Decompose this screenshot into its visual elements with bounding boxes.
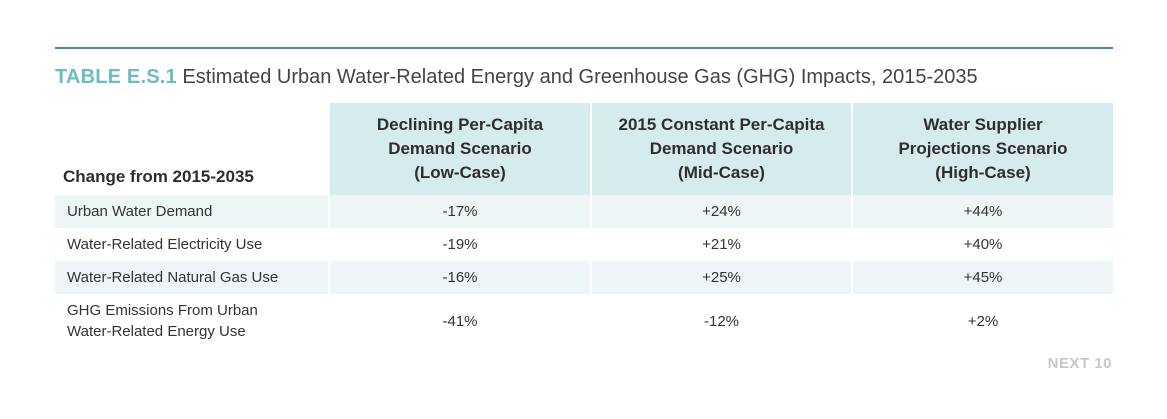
corner-header: Change from 2015-2035 (55, 103, 329, 195)
header-line: Demand Scenario (388, 139, 532, 158)
table-row: Water-Related Electricity Use -19% +21% … (55, 228, 1113, 261)
cell-mid-case: +25% (590, 261, 852, 294)
table-title-text: Estimated Urban Water-Related Energy and… (182, 66, 978, 88)
header-line: Demand Scenario (649, 139, 794, 158)
column-header-low-case: Declining Per-Capita Demand Scenario (Lo… (328, 103, 591, 195)
header-line: (Mid-Case) (678, 163, 765, 182)
row-label: Urban Water Demand (55, 195, 329, 228)
row-label-line: Water-Related Energy Use (67, 323, 246, 340)
header-line: 2015 Constant Per-Capita (618, 115, 825, 134)
column-header-mid-case: 2015 Constant Per-Capita Demand Scenario… (590, 103, 852, 195)
cell-mid-case: +21% (590, 228, 852, 261)
cell-high-case: +2% (851, 294, 1113, 348)
cell-low-case: -16% (328, 261, 591, 294)
table-row: Water-Related Natural Gas Use -16% +25% … (55, 261, 1113, 294)
row-label: GHG Emissions From Urban Water-Related E… (55, 294, 329, 348)
table-label: TABLE E.S.1 (55, 66, 177, 88)
cell-high-case: +44% (851, 195, 1113, 228)
row-label-line: GHG Emissions From Urban (67, 302, 258, 319)
header-line: (Low-Case) (414, 163, 506, 182)
row-label: Water-Related Electricity Use (55, 228, 329, 261)
header-row: Change from 2015-2035 Declining Per-Capi… (55, 103, 1113, 195)
table-row: GHG Emissions From Urban Water-Related E… (55, 294, 1113, 348)
header-line: (High-Case) (935, 163, 1031, 182)
cell-low-case: -17% (328, 195, 591, 228)
table-title: TABLE E.S.1 Estimated Urban Water-Relate… (55, 64, 978, 90)
source-credit: NEXT 10 (1047, 355, 1112, 372)
column-header-high-case: Water Supplier Projections Scenario (Hig… (851, 103, 1113, 195)
top-rule (55, 47, 1113, 49)
header-line: Projections Scenario (898, 139, 1068, 158)
header-line: Declining Per-Capita (376, 115, 544, 134)
cell-low-case: -19% (328, 228, 591, 261)
cell-high-case: +40% (851, 228, 1113, 261)
cell-high-case: +45% (851, 261, 1113, 294)
cell-low-case: -41% (328, 294, 591, 348)
impact-table: Change from 2015-2035 Declining Per-Capi… (55, 103, 1113, 348)
header-line: Water Supplier (923, 115, 1043, 134)
cell-mid-case: -12% (590, 294, 852, 348)
cell-mid-case: +24% (590, 195, 852, 228)
row-label: Water-Related Natural Gas Use (55, 261, 329, 294)
table-row: Urban Water Demand -17% +24% +44% (55, 195, 1113, 228)
